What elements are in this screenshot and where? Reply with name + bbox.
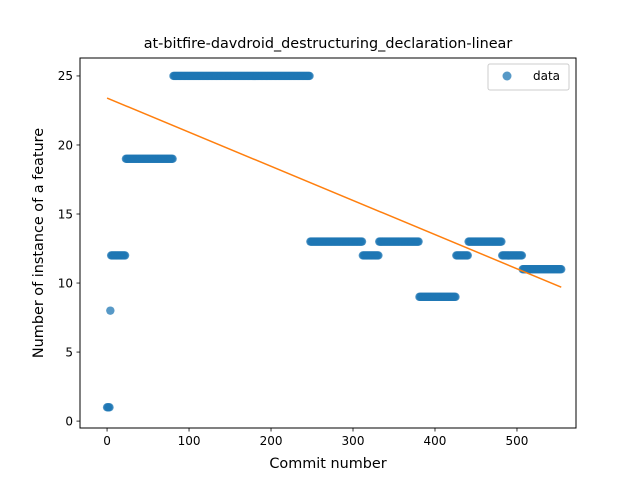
- x-tick-label: 300: [342, 434, 365, 448]
- y-tick-label: 5: [65, 345, 73, 359]
- y-tick-label: 25: [58, 69, 73, 83]
- data-point: [374, 251, 383, 260]
- legend-box: [487, 63, 570, 91]
- y-tick-label: 15: [58, 207, 73, 221]
- data-point: [414, 237, 423, 246]
- data-point: [305, 71, 314, 81]
- legend: data: [487, 63, 570, 91]
- data-point: [168, 154, 177, 163]
- data-point: [557, 265, 566, 274]
- data-point: [451, 292, 460, 302]
- y-tick-label: 20: [58, 138, 73, 152]
- axes-frame: [79, 57, 577, 429]
- data-point: [106, 306, 115, 315]
- y-tick-label: 0: [65, 414, 73, 428]
- x-axis-label: Commit number: [269, 456, 386, 472]
- data-point: [517, 251, 527, 260]
- chart-title: at-bitfire-davdroid_destructuring_declar…: [144, 36, 513, 52]
- x-tick-label: 0: [103, 434, 111, 448]
- y-axis-label: Number of instance of a feature: [31, 128, 47, 358]
- y-tick-label: 10: [58, 276, 73, 290]
- data-point: [463, 251, 472, 260]
- data-point: [357, 237, 367, 246]
- x-tick-label: 200: [260, 434, 283, 448]
- legend-label-data: data: [533, 69, 560, 83]
- data-point: [120, 251, 130, 260]
- data-point: [105, 403, 114, 412]
- x-tick-label: 100: [178, 434, 201, 448]
- x-tick-label: 500: [506, 434, 529, 448]
- x-tick-label: 400: [424, 434, 447, 448]
- data-point: [497, 237, 506, 246]
- legend-marker-data: [502, 71, 512, 81]
- fit-line: [106, 97, 562, 288]
